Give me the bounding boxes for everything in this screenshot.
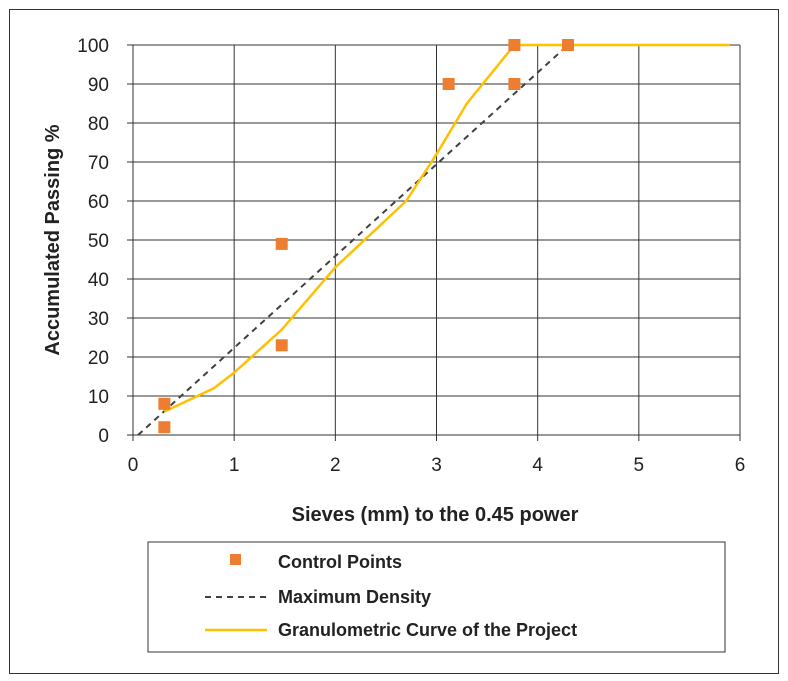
legend-marker-control-points <box>230 554 241 565</box>
control-point-3 <box>275 237 288 250</box>
y-tick-label-20: 20 <box>88 348 109 369</box>
y-tick-label-0: 0 <box>98 426 109 447</box>
y-tick-label-60: 60 <box>88 192 109 213</box>
control-point-2 <box>275 339 288 352</box>
plot-series <box>137 39 730 436</box>
x-tick-label-6: 6 <box>735 455 746 476</box>
control-point-0 <box>158 421 171 434</box>
legend-label-control-points: Control Points <box>278 552 402 572</box>
x-tick-label-0: 0 <box>128 455 139 476</box>
x-tick-labels: 0 1 2 3 4 5 6 <box>128 455 746 476</box>
y-tick-label-100: 100 <box>77 36 109 57</box>
x-tick-label-5: 5 <box>634 455 645 476</box>
control-point-6 <box>508 39 521 51</box>
maximum-density-line <box>137 44 569 436</box>
x-tick-label-2: 2 <box>330 455 341 476</box>
legend-label-maximum-density: Maximum Density <box>278 587 431 607</box>
x-tick-label-1: 1 <box>229 455 240 476</box>
control-point-7 <box>562 39 575 51</box>
grid <box>127 44 741 441</box>
legend-box <box>147 541 726 653</box>
y-tick-label-10: 10 <box>88 387 109 408</box>
granulometric-curve-line <box>163 43 730 413</box>
x-tick-label-4: 4 <box>532 455 543 476</box>
control-point-1 <box>158 397 171 410</box>
x-tick-label-3: 3 <box>431 455 442 476</box>
legend-label-granulometric-curve: Granulometric Curve of the Project <box>278 620 577 640</box>
control-point-5 <box>508 78 521 90</box>
x-axis-title: Sieves (mm) to the 0.45 power <box>292 504 579 526</box>
y-axis-title: Accumulated Passing % <box>42 124 64 355</box>
y-tick-label-50: 50 <box>88 231 109 252</box>
y-tick-label-70: 70 <box>88 153 109 174</box>
y-tick-label-90: 90 <box>88 75 109 96</box>
y-tick-label-40: 40 <box>88 270 109 291</box>
control-point-4 <box>442 78 455 90</box>
legend: Control Points Maximum Density Granulome… <box>147 541 726 653</box>
y-tick-labels: 0 10 20 30 40 50 60 70 80 90 100 <box>77 36 109 447</box>
y-tick-label-80: 80 <box>88 114 109 135</box>
y-tick-label-30: 30 <box>88 309 109 330</box>
